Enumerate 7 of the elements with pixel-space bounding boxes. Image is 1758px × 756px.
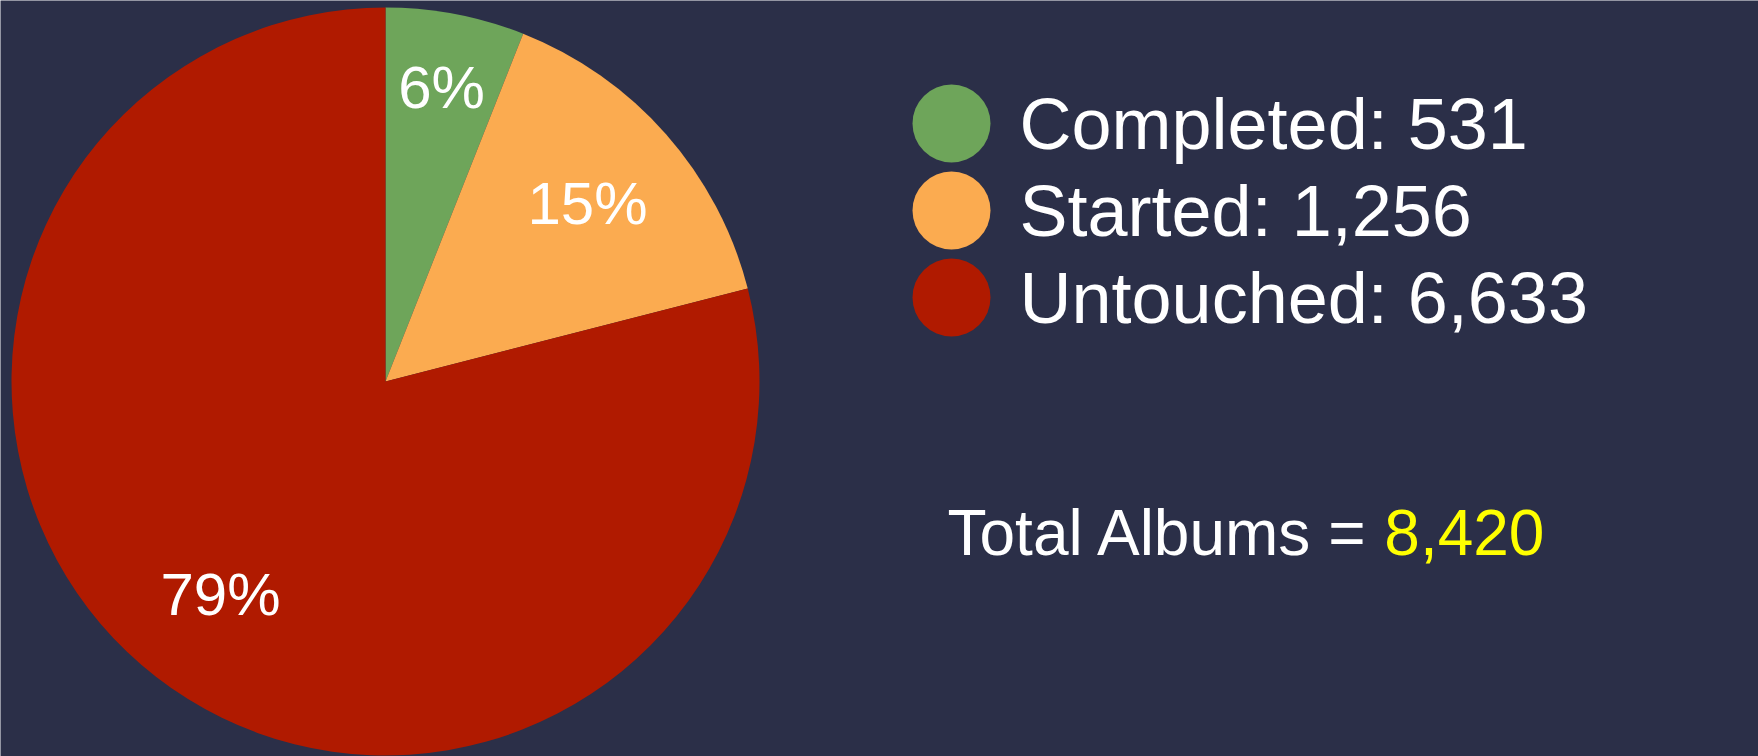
legend-label: Started: 1,256 [1019, 170, 1472, 251]
data-label: 79% [160, 560, 281, 628]
data-label: 6% [398, 54, 485, 122]
legend-label: Untouched: 6,633 [1019, 257, 1588, 338]
text: Total Albums = 8,420 [947, 496, 1545, 569]
data-label: 15% [527, 169, 648, 237]
legend-label: Completed: 531 [1019, 83, 1528, 164]
